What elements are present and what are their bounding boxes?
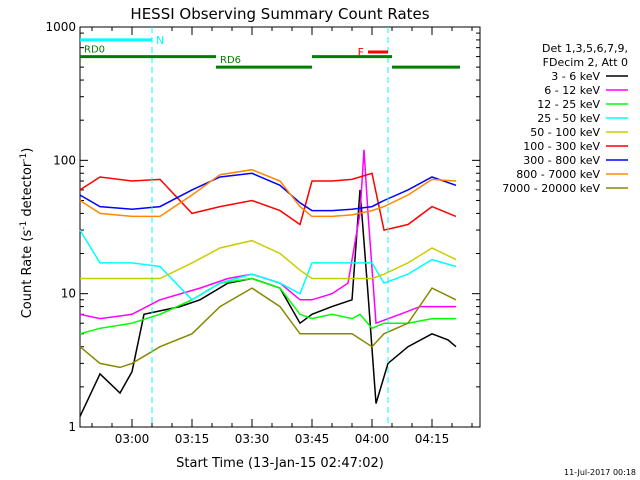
flag-label: F (358, 46, 364, 59)
y-tick-label: 10 (61, 287, 76, 301)
y-tick-label: 1000 (45, 20, 76, 34)
x-tick-label: 03:00 (115, 432, 150, 446)
series-line (79, 168, 457, 218)
legend-header: FDecim 2, Att 0 (543, 56, 628, 69)
series-line (79, 172, 457, 232)
chart-title: HESSI Observing Summary Count Rates (130, 5, 429, 23)
x-tick-label: 03:45 (295, 432, 330, 446)
legend-entry: 7000 - 20000 keV (502, 182, 600, 195)
y-axis-label: Count Rate (s-1 detector-1) (19, 148, 35, 319)
legend-entry: 50 - 100 keV (530, 126, 600, 139)
series-line (79, 149, 456, 325)
x-tick-label: 04:00 (355, 432, 390, 446)
series-line (79, 189, 457, 417)
series-line (79, 277, 456, 335)
legend-entry: 12 - 25 keV (537, 98, 600, 111)
flag-label: N (156, 34, 164, 47)
legend-entry: 6 - 12 keV (544, 84, 600, 97)
flag-label: RD0 (84, 45, 105, 56)
legend-entry: 300 - 800 keV (523, 154, 600, 167)
legend: Det 1,3,5,6,7,9,FDecim 2, Att 03 - 6 keV… (502, 42, 628, 195)
y-tick-label: 1 (68, 420, 76, 434)
legend-entry: 800 - 7000 keV (516, 168, 600, 181)
y-tick-label: 100 (53, 153, 76, 167)
flag-label: RD6 (220, 55, 241, 66)
legend-entry: 100 - 300 keV (523, 140, 600, 153)
plot-frame (79, 26, 481, 428)
legend-header: Det 1,3,5,6,7,9, (542, 42, 628, 55)
footer-date: 11-Jul-2017 00:18 (564, 468, 636, 477)
series-line (79, 229, 457, 301)
x-tick-label: 03:15 (175, 432, 210, 446)
x-tick-label: 04:15 (415, 432, 450, 446)
series-line (79, 172, 457, 212)
legend-entry: 3 - 6 keV (551, 70, 600, 83)
legend-entry: 25 - 50 keV (537, 112, 600, 125)
x-tick-label: 03:30 (235, 432, 270, 446)
x-axis-label: Start Time (13-Jan-15 02:47:02) (176, 456, 384, 471)
series-line (79, 287, 457, 369)
plot-area: 1 10 100 1000 03:00 03:15 03:30 03:45 04:00 04:15… (45, 20, 481, 446)
series-line (80, 239, 457, 280)
